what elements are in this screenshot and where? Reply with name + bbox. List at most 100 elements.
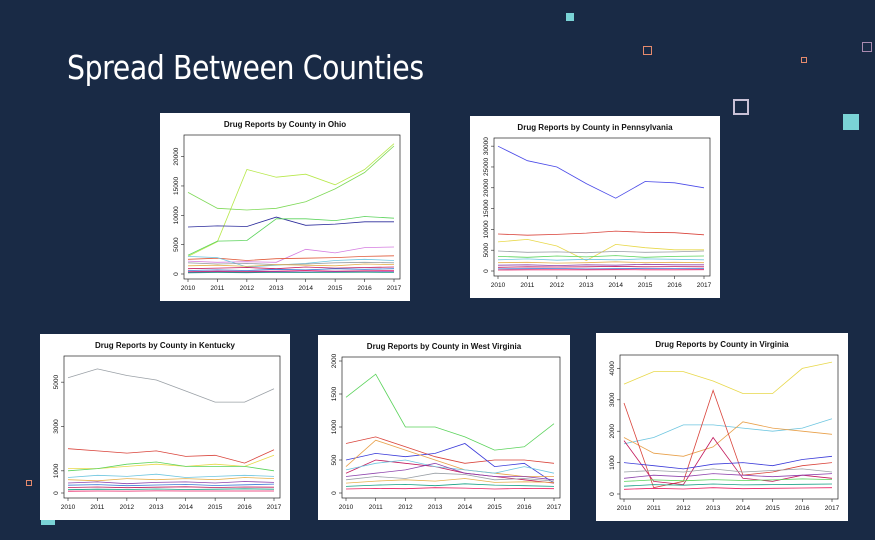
series-line-county-12: [187, 270, 395, 273]
y-tick-label: 2000: [331, 353, 338, 368]
chart-svg: Drug Reports by County in Kentucky 2010 20…: [53, 341, 282, 511]
series-line-county-10: [187, 266, 395, 270]
x-tick-label: 2013: [428, 504, 443, 511]
series-line-county-5: [345, 459, 555, 484]
deco-square: [862, 42, 872, 52]
y-tick-label: 5000: [53, 375, 60, 390]
x-tick-label: 2014: [458, 504, 473, 511]
series-line-county-3: [497, 238, 704, 262]
y-tick-label: 1000: [53, 463, 60, 478]
deco-square: [41, 515, 55, 525]
chart-svg: Drug Reports by County in West Virginia 2…: [331, 342, 562, 511]
series-line-county-6: [497, 258, 705, 261]
x-tick-label: 2011: [90, 504, 104, 511]
x-tick-label: 2011: [210, 285, 224, 292]
chart-title: Drug Reports by County in Kentucky: [95, 341, 236, 350]
series-line-county-11: [345, 487, 555, 490]
x-tick-label: 2016: [667, 282, 682, 289]
chart-title: Drug Reports by County in Virginia: [655, 340, 789, 349]
series-line-county-5: [67, 473, 275, 478]
series-line-county-8: [67, 483, 275, 487]
series-line-county-2: [345, 436, 555, 464]
y-tick-label: 20000: [483, 178, 490, 196]
deco-square: [733, 99, 749, 115]
series-line-county-3: [623, 421, 833, 457]
deco-square: [566, 13, 574, 21]
x-tick-label: 2013: [706, 505, 721, 512]
series-line-county-8: [623, 473, 833, 479]
y-tick-label: 3000: [53, 419, 60, 434]
series-line-county-6: [623, 455, 833, 470]
x-tick-label: 2016: [517, 504, 532, 511]
x-tick-label: 2011: [520, 282, 534, 289]
x-tick-label: 2016: [357, 285, 372, 292]
y-tick-label: 0: [483, 269, 490, 273]
series-line-county-9: [345, 478, 555, 484]
series-line-county-5: [187, 246, 395, 263]
series-line-county-10: [623, 483, 833, 487]
series-line-county-1: [345, 373, 555, 451]
x-tick-label: 2010: [61, 504, 76, 511]
x-tick-label: 2015: [638, 282, 653, 289]
y-tick-label: 0: [53, 491, 60, 495]
y-tick-label: 4000: [609, 361, 616, 376]
series-line-county-9: [497, 265, 705, 268]
x-tick-label: 2014: [298, 285, 313, 292]
series-line-county-4: [497, 250, 705, 254]
x-tick-label: 2015: [328, 285, 343, 292]
x-tick-label: 2013: [269, 285, 284, 292]
deco-square: [801, 57, 807, 63]
series-line-county-7: [497, 261, 705, 264]
chart-title: Drug Reports by County in West Virginia: [367, 342, 522, 351]
x-tick-label: 2012: [676, 505, 691, 512]
series-line-county-11: [623, 487, 833, 490]
y-tick-label: 0: [331, 491, 338, 495]
x-tick-label: 2015: [487, 504, 502, 511]
x-tick-label: 2017: [825, 505, 840, 512]
series-line-county-7: [345, 462, 555, 481]
y-tick-label: 15000: [483, 199, 490, 217]
series-line-county-5: [497, 255, 705, 258]
y-tick-label: 20000: [173, 147, 180, 165]
series-line-county-13: [187, 271, 395, 273]
x-tick-label: 2015: [765, 505, 780, 512]
series-line-county-6: [187, 255, 395, 261]
y-tick-label: 25000: [483, 158, 490, 176]
x-tick-label: 2011: [369, 504, 383, 511]
chart-svg: Drug Reports by County in Pennsylvania 20…: [483, 123, 712, 289]
y-tick-label: 2000: [609, 424, 616, 439]
series-line-county-6: [345, 459, 555, 474]
deco-square: [26, 480, 32, 486]
y-tick-label: 3000: [609, 392, 616, 407]
x-tick-label: 2012: [398, 504, 413, 511]
deco-square: [843, 114, 859, 130]
y-tick-label: 1500: [331, 386, 338, 401]
plot-frame: [493, 137, 711, 277]
slide-title: Spread Between Counties: [67, 48, 424, 87]
series-line-county-2: [67, 448, 275, 464]
series-line-county-1: [497, 145, 705, 199]
chart-panel-kentucky: Drug Reports by County in Kentucky 2010 20…: [40, 334, 290, 520]
x-tick-label: 2010: [181, 285, 196, 292]
series-line-county-1: [67, 368, 275, 403]
chart-panel-west-virginia: Drug Reports by County in West Virginia 2…: [318, 335, 570, 520]
y-tick-label: 1000: [331, 419, 338, 434]
series-line-county-9: [187, 263, 395, 267]
series-line-county-4: [187, 216, 395, 256]
x-tick-label: 2012: [240, 285, 255, 292]
x-tick-label: 2016: [795, 505, 810, 512]
plot-frame: [619, 354, 839, 500]
x-tick-label: 2016: [237, 504, 252, 511]
series-line-county-3: [187, 216, 394, 228]
x-tick-label: 2012: [550, 282, 565, 289]
series-line-county-7: [623, 468, 833, 473]
y-tick-label: 0: [173, 272, 180, 276]
series-line-county-3: [345, 443, 555, 484]
x-tick-label: 2017: [547, 504, 562, 511]
series-line-county-10: [345, 483, 555, 487]
series-line-county-1: [623, 361, 833, 394]
series-line-county-1: [187, 143, 395, 257]
chart-panel-ohio: Drug Reports by County in Ohio 2010 2011 20…: [160, 113, 410, 301]
series-line-county-8: [497, 263, 704, 267]
x-tick-label: 2010: [617, 505, 632, 512]
